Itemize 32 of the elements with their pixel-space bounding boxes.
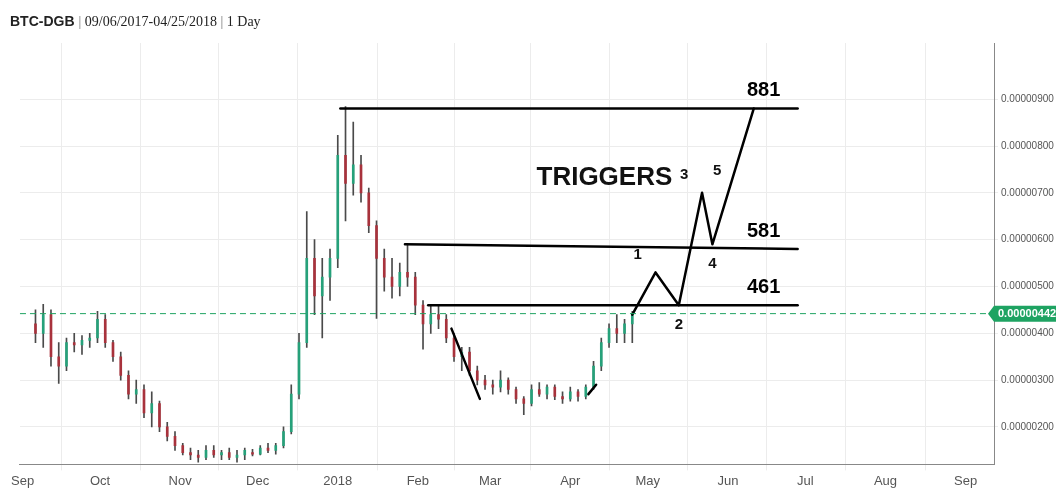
annotation: 1 [633, 244, 642, 262]
annotation: 4 [708, 254, 718, 272]
y-tick-label: 0.00000200 [1001, 420, 1055, 432]
y-tick-label: 0.00000400 [1001, 327, 1055, 339]
x-tick-label: Sep [954, 472, 978, 488]
x-tick-label: Nov [168, 472, 193, 488]
annotation: 5 [712, 160, 722, 178]
x-tick-label: Aug [873, 472, 898, 488]
annotation: TRIGGERS [536, 161, 673, 192]
x-tick-label: Jun [717, 472, 739, 488]
x-tick-label: Apr [560, 472, 582, 488]
annotation: 3 [679, 164, 689, 182]
annotation: 2 [674, 315, 683, 333]
ref-line-label: 0.00000442 [998, 306, 1057, 319]
chart-title: BTC-DGB | 09/06/2017-04/25/2018 | 1 Day [10, 13, 261, 29]
series-label: 461 [746, 274, 781, 297]
y-tick-label: 0.00000700 [1001, 186, 1055, 198]
x-tick-label: Oct [89, 472, 111, 488]
x-tick-label: 2018 [323, 472, 353, 488]
y-tick-label: 0.00000600 [1001, 233, 1055, 245]
x-tick-label: Jul [797, 472, 814, 488]
y-tick-label: 0.00000300 [1001, 373, 1055, 385]
series-label: 881 [746, 78, 781, 101]
x-tick-label: Sep [11, 472, 35, 488]
x-tick-label: Feb [406, 472, 430, 488]
y-tick-label: 0.00000900 [1001, 92, 1055, 104]
series-label: 581 [746, 218, 781, 241]
y-tick-label: 0.00000500 [1001, 280, 1055, 292]
x-tick-label: May [635, 472, 661, 488]
x-tick-label: Mar [479, 472, 503, 488]
x-tick-label: Dec [246, 472, 270, 488]
y-tick-label: 0.00000800 [1001, 139, 1055, 151]
